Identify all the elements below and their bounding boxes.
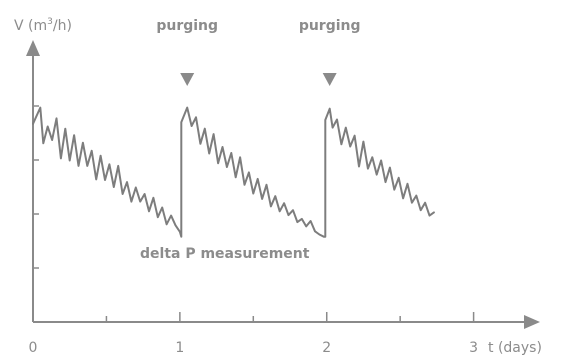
x-axis-label: t (days) [488,340,542,356]
purging-marker-icon [322,73,337,86]
x-tick-label: 0 [29,340,38,356]
purging-label: purging [156,18,218,34]
series-line [32,106,435,238]
purging-marker-icon [180,73,195,86]
purging-label: purging [299,18,361,34]
x-tick-label: 2 [322,340,331,356]
delta-p-measurement-note: delta P measurement [140,246,310,262]
x-tick-label: 1 [175,340,184,356]
y-axis-arrow-icon [26,40,40,56]
x-axis-arrow-icon [524,315,540,329]
y-axis-label: V (m3/h) [14,17,72,34]
x-tick-label: 3 [469,340,478,356]
